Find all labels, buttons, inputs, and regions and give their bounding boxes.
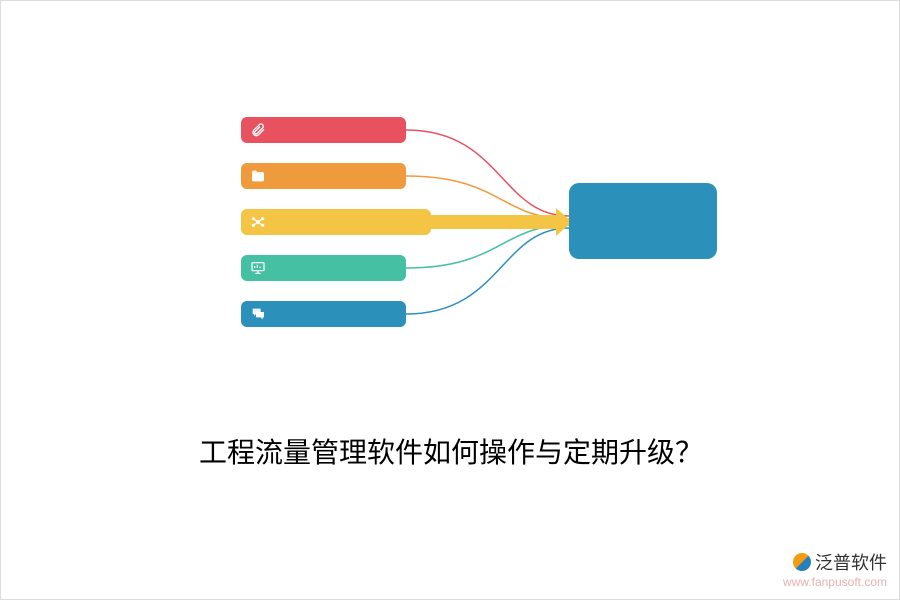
connector-layer [1, 101, 900, 361]
watermark-logo-icon [793, 553, 811, 571]
source-bar-3 [241, 209, 431, 235]
connector-1 [406, 130, 569, 216]
folder-icon [249, 167, 267, 185]
source-bar-2 [241, 163, 406, 189]
source-bar-4 [241, 255, 406, 281]
watermark-brand-text: 泛普软件 [815, 549, 887, 575]
chat-icon [249, 305, 267, 323]
page-title: 工程流量管理软件如何操作与定期升级？ [1, 431, 900, 471]
flow-diagram [1, 101, 900, 361]
source-bar-5 [241, 301, 406, 327]
watermark-url: www.fanpusoft.com [783, 575, 887, 589]
connector-4 [406, 228, 569, 314]
target-box [569, 183, 717, 259]
center-arrow-shaft [431, 215, 556, 229]
network-icon [249, 213, 267, 231]
paperclip-icon [249, 121, 267, 139]
watermark: 泛普软件 www.fanpusoft.com [783, 549, 887, 589]
presentation-icon [249, 259, 267, 277]
watermark-brand: 泛普软件 [783, 549, 887, 575]
source-bar-1 [241, 117, 406, 143]
